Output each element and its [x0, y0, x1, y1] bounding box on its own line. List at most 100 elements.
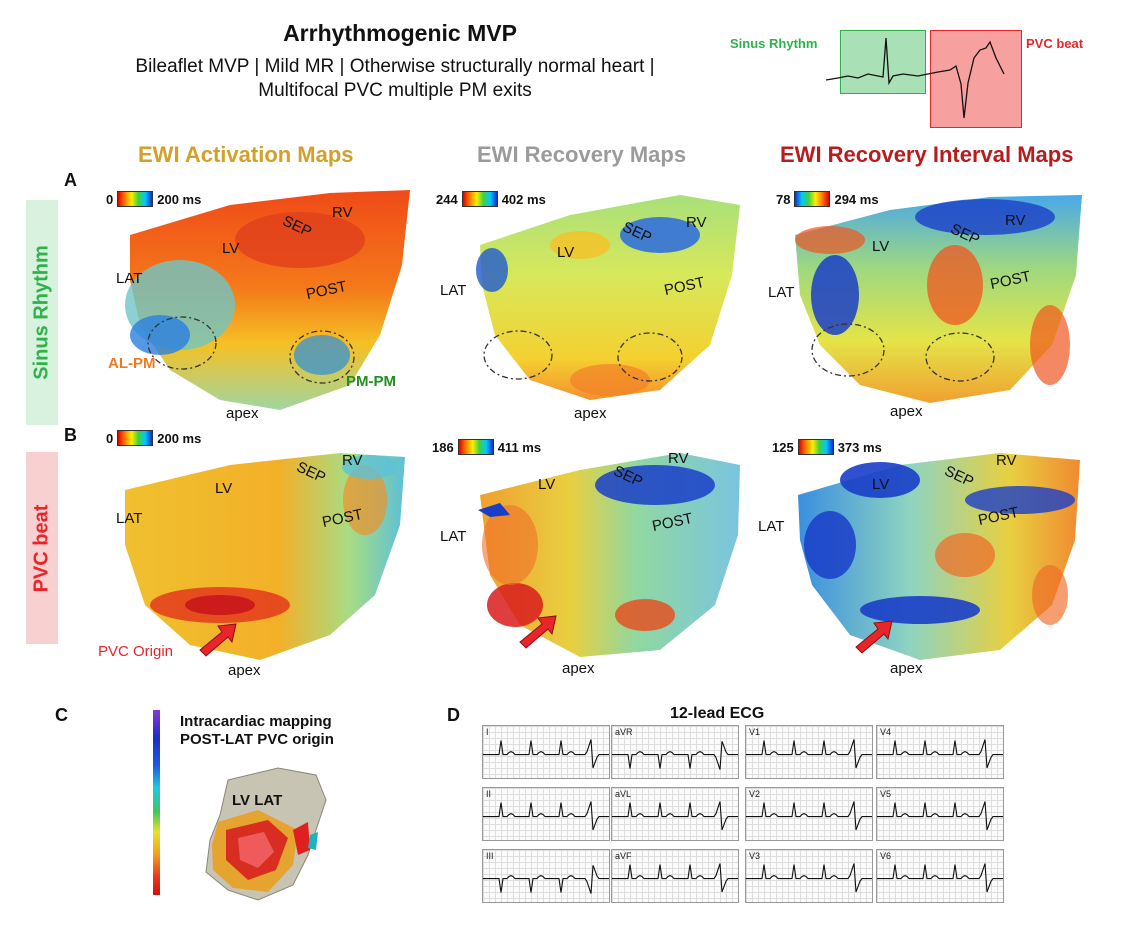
- scale-b3: 125 373 ms: [772, 439, 882, 455]
- ecg-trace: [483, 801, 609, 831]
- label-b3-rv: RV: [996, 452, 1017, 469]
- figure-subtitle: Bileaflet MVP | Mild MR | Otherwise stru…: [40, 55, 750, 103]
- heart-surface-b1: [125, 453, 405, 660]
- ecg-trace: [612, 863, 738, 893]
- label-a1-rv: RV: [332, 204, 353, 221]
- label-a3-lv: LV: [872, 238, 890, 255]
- ecg-trace: [483, 739, 609, 769]
- label-a3-apex: apex: [890, 403, 923, 420]
- panel-d-title: 12-lead ECG: [670, 705, 765, 722]
- column-title-activation: EWI Activation Maps: [138, 142, 354, 167]
- ecg-lead-label: aVF: [615, 851, 632, 861]
- scale-b1-max: 200 ms: [157, 430, 202, 446]
- row-label-sinus-text: Sinus Rhythm: [30, 245, 53, 380]
- ecg-lead-label: V1: [749, 727, 761, 737]
- sinus-rhythm-label: Sinus Rhythm: [730, 36, 818, 51]
- scale-a3-min: 78: [776, 191, 791, 207]
- scale-b2-max: 411 ms: [497, 439, 542, 455]
- scale-a1-max: 200 ms: [157, 191, 202, 207]
- ecg-trace: [746, 801, 872, 831]
- label-a1-al-pm: AL-PM: [108, 355, 156, 372]
- label-b1-rv: RV: [342, 452, 363, 469]
- subtitle-line-1: Bileaflet MVP | Mild MR | Otherwise stru…: [135, 56, 655, 77]
- row-label-sinus: Sinus Rhythm: [26, 200, 58, 425]
- column-title-recovery: EWI Recovery Maps: [477, 142, 687, 167]
- label-b1-lat: LAT: [116, 510, 143, 527]
- pvc-beat-label: PVC beat: [1026, 36, 1084, 51]
- panel-c-title: Intracardiac mapping POST-LAT PVC origin: [180, 713, 334, 749]
- label-a3-lat: LAT: [768, 284, 795, 301]
- label-b1-pvc-origin: PVC Origin: [98, 643, 174, 660]
- scale-a2-min: 244: [436, 191, 458, 207]
- ecg-lead-label: I: [486, 727, 489, 737]
- heart-surface-b3: [798, 453, 1080, 660]
- scale-a1: 0 200 ms: [106, 191, 201, 207]
- scale-b1: 0 200 ms: [106, 430, 201, 446]
- row-label-pvc-text: PVC beat: [30, 504, 53, 592]
- ecg-lead-v6: V6: [876, 849, 1004, 903]
- heart-surface-a1: [125, 190, 410, 410]
- label-b1-apex: apex: [228, 662, 261, 679]
- pvc-origin-arrow-b3: [855, 620, 893, 654]
- scale-a2-max: 402 ms: [501, 191, 546, 207]
- ecg-lead-v1: V1: [745, 725, 873, 779]
- scale-a3-max: 294 ms: [834, 191, 879, 207]
- map-a-recovery-interval: [790, 185, 1090, 410]
- map-a-recovery: [470, 185, 760, 410]
- scale-a3-colorbar: [794, 191, 831, 207]
- ecg-lead-label: V6: [880, 851, 892, 861]
- subtitle-line-2: Multifocal PVC multiple PM exits: [258, 80, 532, 101]
- scale-b2: 186 411 ms: [432, 439, 541, 455]
- heart-surface-a2: [476, 195, 740, 400]
- ecg-lead-label: III: [486, 851, 494, 861]
- ecg-lead-ii: II: [482, 787, 610, 841]
- map-b-recovery-interval: [790, 445, 1090, 665]
- panel-letter-b: B: [64, 425, 77, 445]
- panel-letter-d: D: [447, 705, 460, 725]
- scale-b1-colorbar: [117, 430, 154, 446]
- ecg-trace: [483, 865, 609, 894]
- label-a2-lat: LAT: [440, 282, 467, 299]
- column-title-recovery-interval: EWI Recovery Interval Maps: [780, 142, 1074, 167]
- label-b2-lat: LAT: [440, 528, 467, 545]
- panel-c-lv-lat-label: LV LAT: [232, 792, 283, 809]
- ecg-lead-avl: aVL: [611, 787, 739, 841]
- scale-a1-colorbar: [117, 191, 154, 207]
- scale-a2-colorbar: [461, 191, 498, 207]
- map-a-activation: [110, 185, 420, 420]
- ecg-lead-v4: V4: [876, 725, 1004, 779]
- scale-b2-colorbar: [457, 439, 494, 455]
- scale-b1-min: 0: [106, 430, 114, 446]
- ecg-lead-v2: V2: [745, 787, 873, 841]
- label-a2-apex: apex: [574, 405, 607, 422]
- panel-letter-c: C: [55, 705, 68, 725]
- ecg-lead-iii: III: [482, 849, 610, 903]
- pvc-origin-arrow-b2: [519, 615, 557, 649]
- ecg-lead-avr: aVR: [611, 725, 739, 779]
- ecg-lead-label: V2: [749, 789, 761, 799]
- label-b3-lv: LV: [872, 476, 890, 493]
- scale-b3-min: 125: [772, 439, 794, 455]
- label-b2-lv: LV: [538, 476, 556, 493]
- ecg-trace: [746, 739, 872, 769]
- ecg-lead-v5: V5: [876, 787, 1004, 841]
- ecg-lead-label: II: [486, 789, 492, 799]
- label-a2-lv: LV: [557, 244, 575, 261]
- pvc-origin-arrow-b1: [199, 623, 237, 657]
- ecg-lead-i: I: [482, 725, 610, 779]
- ecg-lead-label: V5: [880, 789, 892, 799]
- label-a1-lv: LV: [222, 240, 240, 257]
- label-a1-lat: LAT: [116, 270, 143, 287]
- label-b3-lat: LAT: [758, 518, 785, 535]
- ecg-lead-label: V4: [880, 727, 892, 737]
- ecg-trace: [612, 741, 738, 770]
- figure-title: Arrhythmogenic MVP: [283, 20, 517, 46]
- ecg-trace: [612, 801, 738, 831]
- scale-b3-colorbar: [797, 439, 834, 455]
- scale-a3: 78 294 ms: [776, 191, 879, 207]
- label-b3-apex: apex: [890, 660, 923, 677]
- label-a3-rv: RV: [1005, 212, 1026, 229]
- label-a1-pm-pm: PM-PM: [346, 373, 396, 390]
- map-b-activation: [110, 445, 410, 665]
- ecg-lead-label: V3: [749, 851, 761, 861]
